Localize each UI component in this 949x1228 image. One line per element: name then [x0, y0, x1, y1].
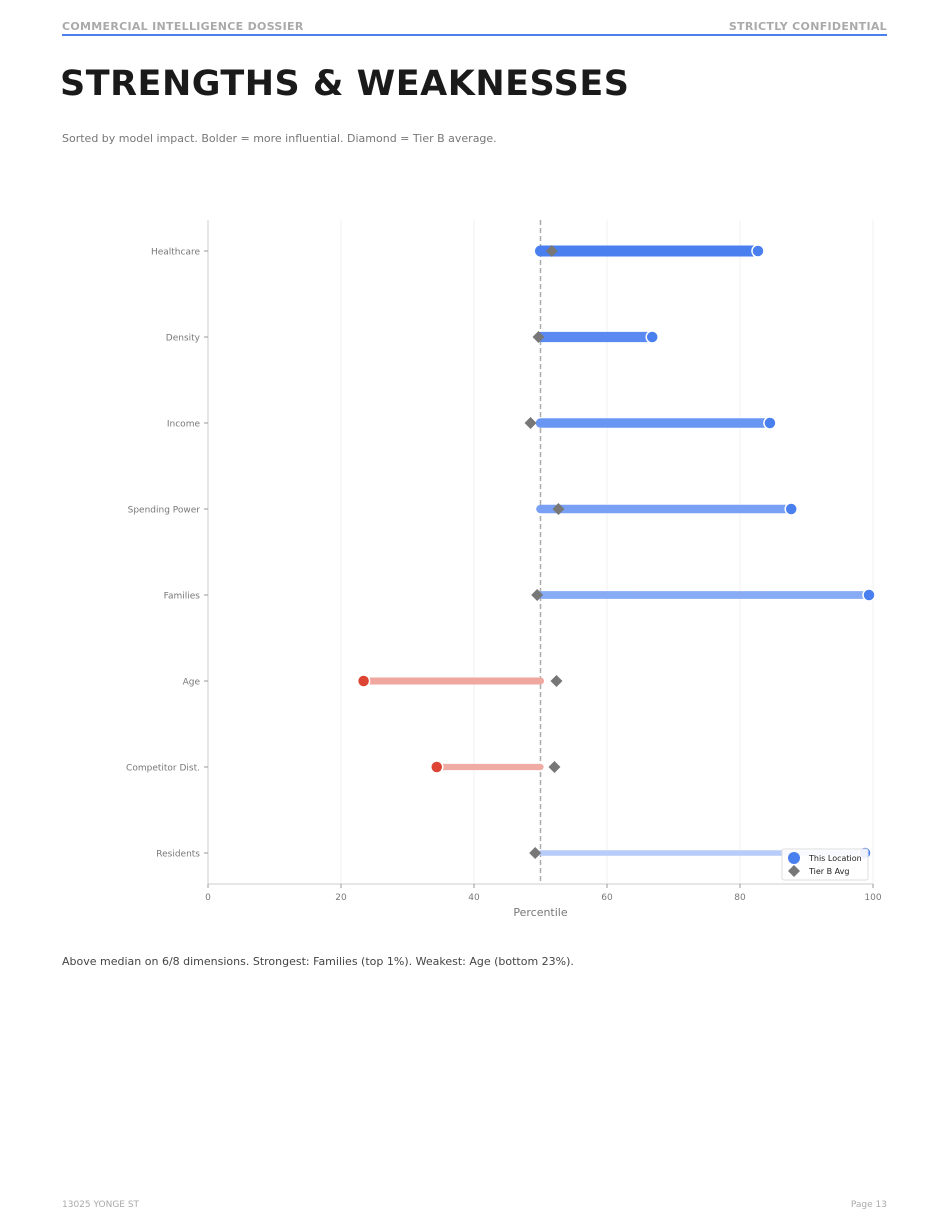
point-this-location-healthcare — [751, 244, 765, 258]
y-tick-label-age: Age — [183, 678, 201, 688]
point-this-location-age — [356, 674, 371, 688]
y-tick-label-competitor-dist: Competitor Dist. — [126, 764, 200, 774]
point-tier-avg-families — [531, 589, 544, 601]
header-divider — [62, 34, 887, 36]
legend-label-this-location: This Location — [808, 854, 862, 863]
legend-box — [781, 848, 869, 881]
page-subtitle: Sorted by model impact. Bolder = more in… — [62, 132, 497, 145]
point-tier-avg-healthcare — [545, 245, 558, 257]
point-tier-avg-spending-power — [552, 503, 565, 515]
y-tick-label-spending-power: Spending Power — [128, 506, 201, 516]
point-tier-avg-age — [550, 675, 563, 687]
y-tick-label-density: Density — [166, 334, 201, 344]
y-tick-label-residents: Residents — [156, 850, 200, 860]
x-tick-label-100: 100 — [864, 893, 881, 903]
footer-page-number: Page 13 — [850, 1200, 887, 1210]
x-tick-label-80: 80 — [734, 893, 746, 903]
x-tick-label-0: 0 — [205, 893, 211, 903]
point-tier-avg-residents — [529, 847, 542, 859]
point-tier-avg-income — [524, 417, 537, 429]
point-this-location-income — [763, 416, 777, 430]
point-this-location-competitor-dist — [430, 760, 444, 774]
x-tick-label-60: 60 — [601, 893, 613, 903]
legend-label-tier-avg: Tier B Avg — [808, 867, 849, 876]
dumbbell-chart: 0 20 40 60 80 100 Percentile Healthcare Density I… — [126, 220, 882, 919]
legend-swatch-tier-avg — [788, 865, 800, 877]
y-tick-label-healthcare: Healthcare — [151, 248, 201, 258]
point-this-location-density — [645, 330, 659, 344]
point-tier-avg-competitor-dist — [548, 761, 561, 773]
point-tier-avg-density — [532, 331, 545, 343]
y-tick-label-families: Families — [164, 592, 201, 602]
footer-address: 13025 YONGE ST — [62, 1200, 140, 1210]
point-this-location-families — [862, 588, 876, 602]
page-title: STRENGTHS & WEAKNESSES — [60, 64, 630, 104]
legend-swatch-this-location — [788, 852, 800, 864]
point-this-location-spending-power — [784, 502, 798, 516]
header-confidential-label: STRICTLY CONFIDENTIAL — [728, 20, 887, 33]
x-tick-label-40: 40 — [468, 893, 480, 903]
x-axis-label: Percentile — [513, 906, 568, 919]
summary-text: Above median on 6/8 dimensions. Stronges… — [62, 955, 574, 968]
header-document-label: COMMERCIAL INTELLIGENCE DOSSIER — [62, 20, 304, 33]
y-tick-label-income: Income — [167, 420, 201, 430]
x-tick-label-20: 20 — [335, 893, 347, 903]
